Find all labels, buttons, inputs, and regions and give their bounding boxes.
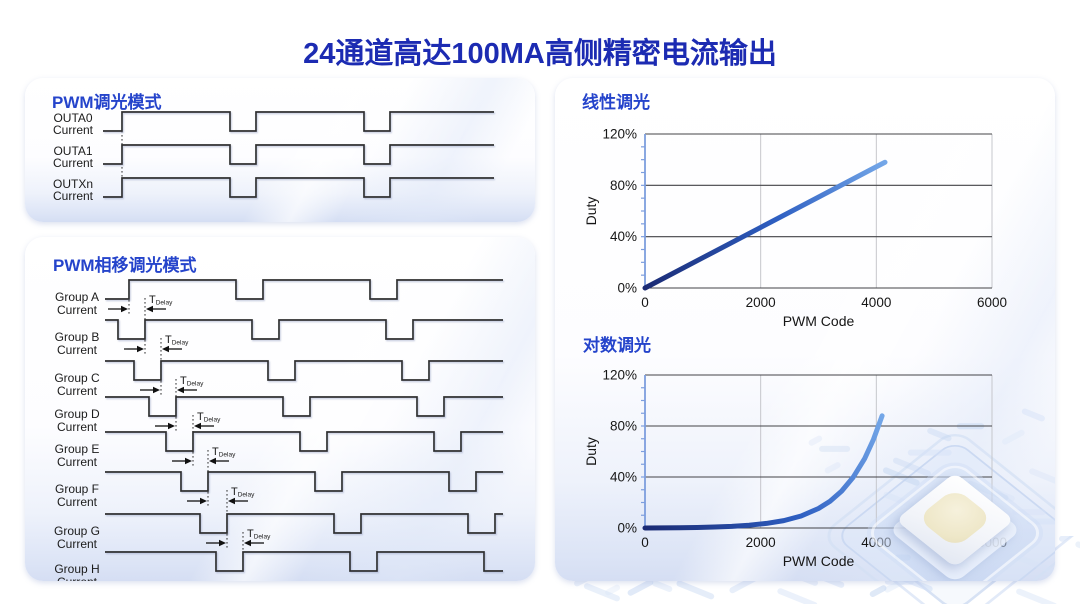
x-axis-label: PWM Code: [783, 313, 855, 329]
svg-text:Current: Current: [53, 123, 94, 137]
svg-text:80%: 80%: [610, 178, 637, 193]
page-title: 24通道高达100MA高侧精密电流输出: [303, 38, 777, 71]
svg-text:Current: Current: [57, 575, 98, 581]
svg-text:Group B: Group B: [55, 330, 100, 344]
svg-text:120%: 120%: [602, 127, 637, 142]
svg-text:40%: 40%: [610, 470, 637, 485]
svg-text:Current: Current: [57, 420, 98, 434]
svg-text:0%: 0%: [617, 521, 637, 536]
chart-linear-dimming: 0% 40% 80% 120% 0 2000 4000 6000 Duty PWM Code: [583, 127, 1007, 330]
x-axis-label: PWM Code: [783, 553, 855, 569]
tdelay-annotation: TDelay: [140, 375, 204, 417]
chart-linear-title: 线性调光: [582, 93, 650, 112]
svg-text:6000: 6000: [977, 295, 1007, 310]
panel-dimming-charts: 0% 40% 80% 120% 0 2000 4000 6000 Duty PWM Code 0% 4…: [555, 78, 1055, 581]
svg-text:0: 0: [641, 295, 649, 310]
svg-text:Current: Current: [57, 537, 98, 551]
tdelay-annotation: TDelay: [187, 486, 255, 534]
waveform-row: [103, 177, 494, 198]
svg-text:Group E: Group E: [55, 442, 100, 456]
y-axis-label: Duty: [583, 197, 599, 226]
tdelay-label: TDelay: [180, 375, 204, 388]
chart-log-title: 对数调光: [583, 336, 651, 355]
waveform-row: [105, 513, 503, 534]
waveform-row: [105, 551, 503, 572]
svg-text:OUTXn: OUTXn: [53, 177, 93, 191]
logarithmic-dimming-duty: [642, 413, 885, 531]
svg-text:Current: Current: [53, 189, 94, 203]
waveform-row: [103, 111, 494, 132]
waveform-row: [105, 319, 503, 340]
tdelay-label: TDelay: [212, 446, 236, 459]
tdelay-annotation: TDelay: [172, 446, 236, 492]
waveform-row: [105, 279, 503, 300]
svg-text:4000: 4000: [861, 535, 891, 550]
svg-text:Current: Current: [53, 156, 94, 170]
waveform-row: [105, 471, 503, 492]
svg-text:80%: 80%: [610, 419, 637, 434]
svg-text:OUTA1: OUTA1: [53, 144, 92, 158]
svg-text:120%: 120%: [602, 368, 637, 383]
tdelay-label: TDelay: [197, 411, 221, 424]
tdelay-label: TDelay: [149, 294, 173, 307]
svg-text:Current: Current: [57, 384, 98, 398]
panel-pwm-title: PWM调光模式: [52, 93, 162, 112]
waveform-row: [103, 144, 494, 165]
waveform-row: [105, 431, 503, 452]
dimming-charts-canvas: 0% 40% 80% 120% 0 2000 4000 6000 Duty PWM Code 0% 4…: [583, 127, 1055, 581]
linear-dimming-duty: [642, 159, 888, 291]
svg-text:Current: Current: [57, 495, 98, 509]
tdelay-label: TDelay: [231, 486, 255, 499]
svg-text:Group G: Group G: [54, 524, 100, 538]
panel-phase-title: PWM相移调光模式: [53, 256, 197, 275]
tdelay-label: TDelay: [247, 528, 271, 541]
svg-text:Group A: Group A: [55, 290, 99, 304]
tdelay-annotation: TDelay: [124, 334, 189, 381]
svg-text:40%: 40%: [610, 229, 637, 244]
svg-text:OUTA0: OUTA0: [53, 111, 92, 125]
svg-text:Group H: Group H: [54, 562, 99, 576]
waveform-row: [105, 360, 503, 381]
tdelay-label: TDelay: [165, 334, 189, 347]
svg-text:Group D: Group D: [54, 407, 100, 421]
svg-text:Group F: Group F: [55, 482, 99, 496]
tdelay-annotation: TDelay: [155, 411, 221, 452]
tdelay-annotation: TDelay: [206, 528, 271, 572]
svg-text:0: 0: [641, 535, 649, 550]
svg-text:Current: Current: [57, 343, 98, 357]
tdelay-annotation: TDelay: [108, 294, 173, 340]
svg-text:Current: Current: [57, 455, 98, 469]
svg-text:4000: 4000: [861, 295, 891, 310]
panel-pwm-dimming: PWM调光模式 OUTA0 Current OUTA1 Current OUTXn Cur…: [25, 78, 535, 222]
svg-text:6000: 6000: [977, 535, 1007, 550]
svg-text:Current: Current: [57, 303, 98, 317]
waveform-row: [105, 396, 503, 417]
svg-text:Group C: Group C: [54, 371, 100, 385]
svg-text:2000: 2000: [746, 535, 776, 550]
svg-text:2000: 2000: [746, 295, 776, 310]
y-axis-label: Duty: [583, 437, 599, 466]
panel-phase-shift-dimming: PWM相移调光模式 Group A Current Group B Current Gr…: [25, 237, 535, 581]
svg-text:0%: 0%: [617, 281, 637, 296]
